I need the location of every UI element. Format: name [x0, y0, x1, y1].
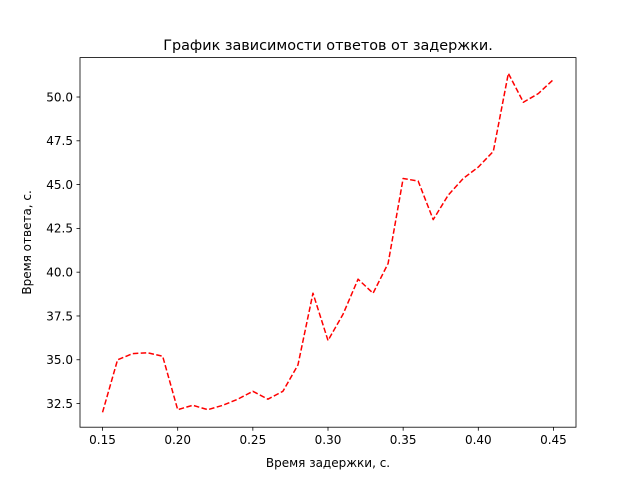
- y-tick-label: 50.0: [46, 90, 73, 104]
- x-axis-label: Время задержки, с.: [266, 456, 390, 470]
- y-tick-label: 40.0: [46, 265, 73, 279]
- y-tick-label: 35.0: [46, 353, 73, 367]
- x-tick-label: 0.15: [89, 433, 116, 447]
- y-tick-label: 32.5: [46, 397, 73, 411]
- chart-title: График зависимости ответов от задержки.: [163, 38, 493, 54]
- series-layer: [101, 72, 554, 413]
- series-line: [101, 72, 554, 413]
- x-tick-label: 0.40: [465, 433, 492, 447]
- x-axis: 0.15 0.20 0.25 0.30 0.35 0.40 0.45: [89, 427, 567, 447]
- x-tick-label: 0.45: [540, 433, 567, 447]
- x-tick-label: 0.30: [315, 433, 342, 447]
- y-axis-label: Время ответа, с.: [20, 190, 34, 295]
- y-tick-label: 47.5: [46, 134, 73, 148]
- y-tick-label: 42.5: [46, 222, 73, 236]
- x-tick-label: 0.25: [239, 433, 266, 447]
- y-tick-label: 45.0: [46, 178, 73, 192]
- x-tick-label: 0.35: [390, 433, 417, 447]
- x-tick-label: 0.20: [164, 433, 191, 447]
- y-tick-label: 37.5: [46, 309, 73, 323]
- y-axis: 32.5 35.0 37.5 40.0 42.5 45.0 47.5 50.0: [46, 90, 80, 411]
